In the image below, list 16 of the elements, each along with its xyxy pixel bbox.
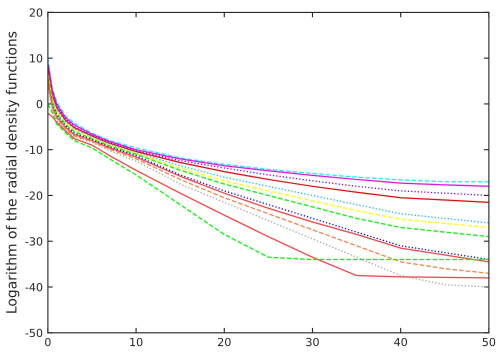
line-series [48,112,489,278]
y-tick-label: 20 [30,8,42,17]
y-tick-label: -20 [25,191,42,200]
x-tick-label: 50 [482,338,496,346]
x-tick-label: 40 [394,338,408,346]
y-tick-label: 10 [30,54,42,63]
y-tick-label: -30 [25,237,42,246]
y-axis-title: Logarithm of the radial density functions [6,32,20,313]
x-tick-label: 0 [45,338,51,346]
y-tick-label: -50 [25,328,42,338]
y-tick-label: -40 [25,282,42,292]
x-tick-label: 20 [218,338,231,346]
x-tick-label: 10 [130,338,142,346]
y-tick-label: -10 [25,146,42,154]
x-tick-label: 30 [306,338,319,346]
y-tick-label: 0 [36,100,42,108]
